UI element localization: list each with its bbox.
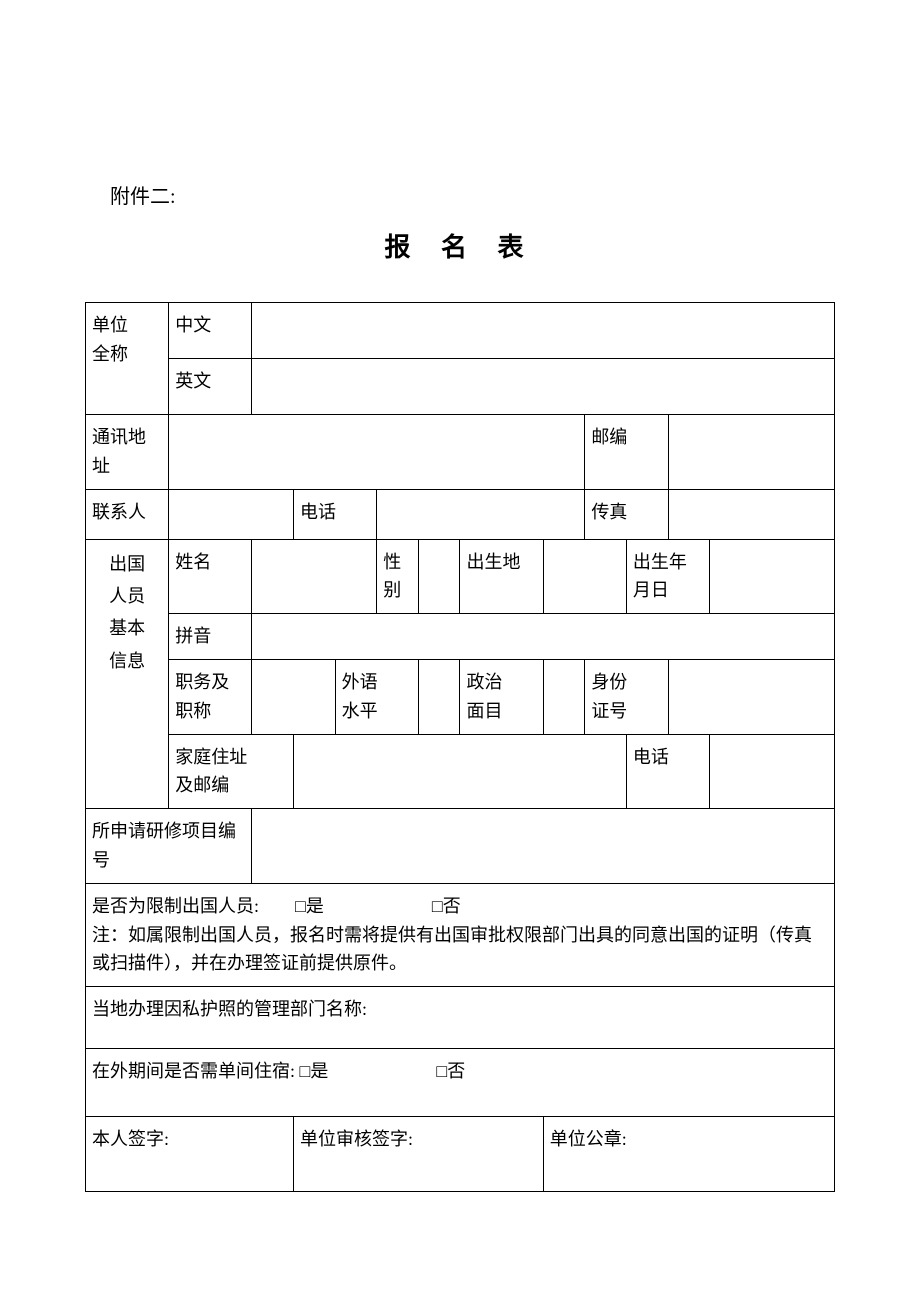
label-fax: 传真 — [585, 489, 668, 539]
field-postcode[interactable] — [668, 415, 834, 490]
field-home-phone[interactable] — [710, 734, 835, 809]
field-phone[interactable] — [377, 489, 585, 539]
attachment-label: 附件二: — [110, 180, 835, 209]
label-contact: 联系人 — [86, 489, 169, 539]
label-sign-self: 本人签字: — [92, 1129, 169, 1149]
checkbox-single-yes[interactable]: □是 — [300, 1061, 329, 1081]
field-home-addr[interactable] — [294, 734, 627, 809]
field-fax[interactable] — [668, 489, 834, 539]
label-restricted-prefix: 是否为限制出国人员: — [92, 896, 259, 916]
row-single-room: 在外期间是否需单间住宿: □是 □否 — [86, 1049, 835, 1117]
field-lang-level[interactable] — [418, 659, 460, 734]
label-chinese: 中文 — [169, 303, 252, 359]
label-birthdate: 出生年 月日 — [626, 539, 709, 614]
label-phone: 电话 — [294, 489, 377, 539]
field-gender[interactable] — [418, 539, 460, 614]
field-id-no[interactable] — [668, 659, 834, 734]
label-pinyin: 拼音 — [169, 614, 252, 660]
field-name[interactable] — [252, 539, 377, 614]
label-sign-org: 单位审核签字: — [300, 1129, 413, 1149]
label-home-phone: 电话 — [626, 734, 709, 809]
restricted-note: 注：如属限制出国人员，报名时需将提供有出国审批权限部门出具的同意出国的证明（传真… — [92, 925, 812, 974]
label-birthplace: 出生地 — [460, 539, 543, 614]
field-project-no[interactable] — [252, 809, 835, 884]
checkbox-restricted-yes[interactable]: □是 — [295, 896, 324, 916]
field-political[interactable] — [543, 659, 585, 734]
label-org-stamp: 单位公章: — [550, 1129, 627, 1149]
checkbox-single-no[interactable]: □否 — [436, 1061, 465, 1081]
field-org-stamp[interactable]: 单位公章: — [543, 1117, 834, 1192]
registration-form-table: 单位 全称 中文 英文 通讯地址 邮编 联系人 电话 传真 出国 人员 基本 信 — [85, 302, 835, 1192]
label-address: 通讯地址 — [86, 415, 169, 490]
form-title: 报 名 表 — [85, 227, 835, 264]
field-pinyin[interactable] — [252, 614, 835, 660]
label-single-room-prefix: 在外期间是否需单间住宿: — [92, 1061, 295, 1081]
label-id-no: 身份 证号 — [585, 659, 668, 734]
field-sign-self[interactable]: 本人签字: — [86, 1117, 294, 1192]
label-name: 姓名 — [169, 539, 252, 614]
label-postcode: 邮编 — [585, 415, 668, 490]
field-birthplace[interactable] — [543, 539, 626, 614]
label-political: 政治 面目 — [460, 659, 543, 734]
row-local-dept[interactable]: 当地办理因私护照的管理部门名称: — [86, 987, 835, 1049]
label-project-no: 所申请研修项目编号 — [86, 809, 252, 884]
label-lang-level: 外语 水平 — [335, 659, 418, 734]
field-contact[interactable] — [169, 489, 294, 539]
field-sign-org[interactable]: 单位审核签字: — [294, 1117, 544, 1192]
field-position[interactable] — [252, 659, 335, 734]
field-org-name-en[interactable] — [252, 359, 835, 415]
label-abroad-person: 出国 人员 基本 信息 — [86, 539, 169, 809]
field-birthdate[interactable] — [710, 539, 835, 614]
label-gender: 性别 — [377, 539, 419, 614]
label-home-addr: 家庭住址 及邮编 — [169, 734, 294, 809]
label-org-full-name: 单位 全称 — [86, 303, 169, 415]
label-english: 英文 — [169, 359, 252, 415]
checkbox-restricted-no[interactable]: □否 — [432, 896, 461, 916]
row-restricted: 是否为限制出国人员: □是 □否 注：如属限制出国人员，报名时需将提供有出国审批… — [86, 883, 835, 986]
field-org-name-cn[interactable] — [252, 303, 835, 359]
field-address[interactable] — [169, 415, 585, 490]
label-position: 职务及 职称 — [169, 659, 252, 734]
label-local-dept: 当地办理因私护照的管理部门名称: — [92, 999, 367, 1019]
